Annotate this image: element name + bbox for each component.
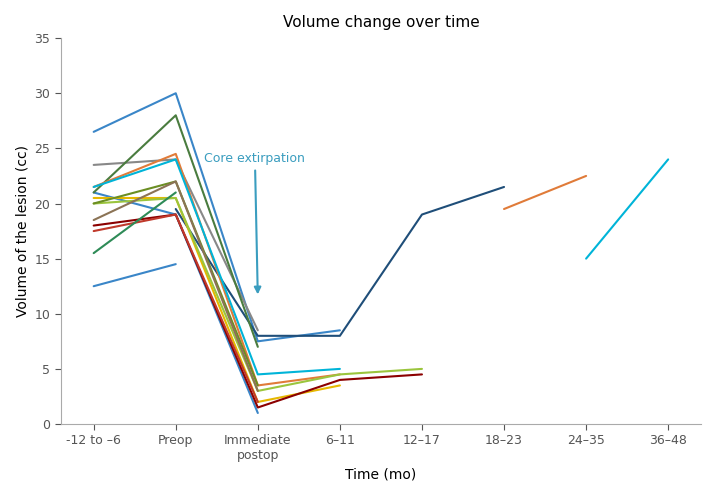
X-axis label: Time (mo): Time (mo)	[345, 468, 417, 482]
Y-axis label: Volume of the lesion (cc): Volume of the lesion (cc)	[15, 145, 29, 317]
Text: Core extirpation: Core extirpation	[205, 152, 305, 292]
Title: Volume change over time: Volume change over time	[283, 15, 479, 30]
